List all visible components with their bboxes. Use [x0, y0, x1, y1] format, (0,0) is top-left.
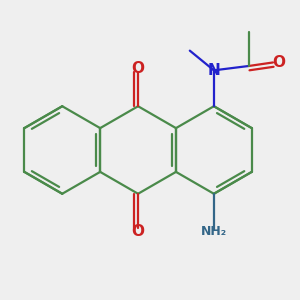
Text: NH₂: NH₂: [201, 225, 227, 238]
Text: N: N: [208, 63, 220, 78]
Text: O: O: [132, 61, 145, 76]
Text: O: O: [132, 224, 145, 238]
Text: O: O: [272, 55, 285, 70]
